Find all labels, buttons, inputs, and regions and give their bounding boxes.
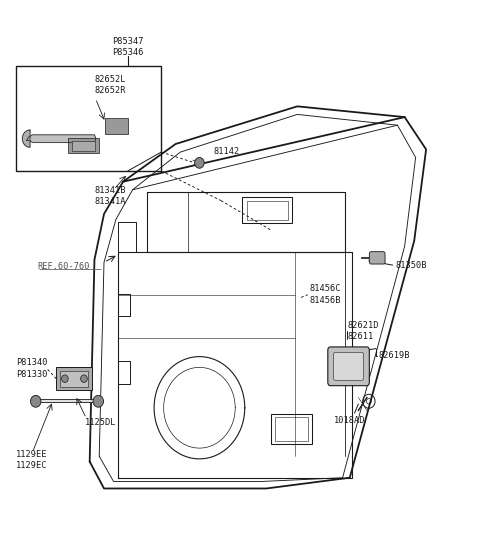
Bar (118, 294, 130, 316)
Polygon shape (23, 130, 30, 147)
Text: 82619B: 82619B (378, 351, 410, 360)
Circle shape (93, 395, 104, 407)
Bar (118, 361, 130, 384)
Bar (271, 414, 312, 444)
Text: 81350B: 81350B (395, 261, 427, 269)
Text: 81142: 81142 (214, 147, 240, 155)
Bar (60, 371, 88, 387)
Bar (275, 418, 308, 440)
Circle shape (31, 395, 41, 407)
Bar (247, 201, 288, 220)
Text: 81341B
81341A: 81341B 81341A (95, 186, 126, 207)
Text: REF.60-760: REF.60-760 (37, 262, 90, 271)
FancyBboxPatch shape (369, 252, 385, 264)
Bar (16, 66, 161, 171)
Bar (242, 197, 292, 223)
Text: 1018AD: 1018AD (334, 415, 365, 425)
Bar (118, 222, 136, 252)
Text: P85347
P85346: P85347 P85346 (112, 37, 144, 57)
Text: 1125DL: 1125DL (85, 418, 117, 427)
Bar (106, 118, 128, 134)
Bar (56, 367, 92, 390)
Bar (72, 141, 95, 151)
Text: 82652L
82652R: 82652L 82652R (95, 75, 126, 95)
Text: 81456C
81456B: 81456C 81456B (309, 285, 341, 305)
Bar (68, 138, 99, 153)
Text: 82621D
82611: 82621D 82611 (348, 321, 379, 341)
Circle shape (61, 375, 68, 382)
Polygon shape (27, 135, 96, 142)
Text: P81340
P81330: P81340 P81330 (16, 358, 47, 379)
Text: 1129EE
1129EC: 1129EE 1129EC (16, 450, 47, 470)
Circle shape (81, 375, 87, 382)
FancyBboxPatch shape (328, 347, 369, 386)
Circle shape (195, 157, 204, 168)
FancyBboxPatch shape (334, 352, 364, 380)
